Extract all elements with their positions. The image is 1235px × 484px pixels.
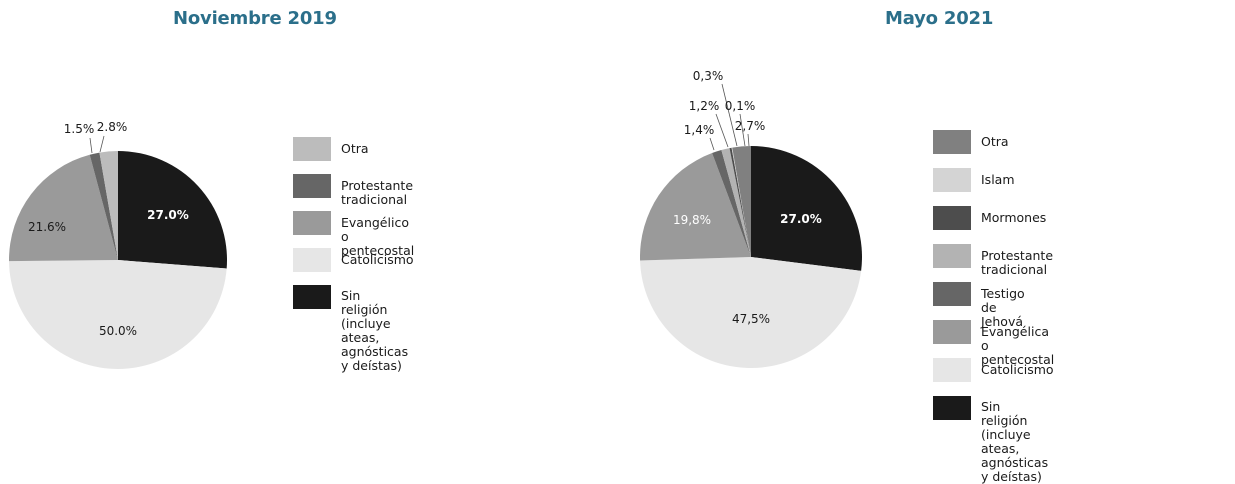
legend-label: Evangélico o pentecostal <box>341 215 415 258</box>
legend-item-protestante-tradicional: Protestante tradicional <box>933 244 1053 277</box>
legend-swatch <box>293 137 331 161</box>
legend-label: Protestante tradicional <box>981 248 1054 277</box>
legend-label: Sin religión (incluye ateas, agnósticas … <box>981 399 1049 484</box>
data-label-catolicismo: 47,5% <box>732 312 770 326</box>
data-label-evangelico-o-pentecostal: 21.6% <box>28 220 66 234</box>
legend-item-evangelico-o-pentecostal: Evangélico o pentecostal <box>293 211 414 258</box>
leader-line-islam <box>739 113 746 147</box>
data-label-testigo-de-jehova: 1,4% <box>684 123 715 137</box>
data-label-islam: 0,1% <box>725 99 756 113</box>
chart-title-noviembre-2019: Noviembre 2019 <box>173 8 337 29</box>
data-label-sin-religion: 27.0% <box>147 208 189 222</box>
legend-label: Islam <box>981 172 1015 187</box>
legend-item-protestante-tradicional: Protestante tradicional <box>293 174 413 207</box>
legend-item-mormones: Mormones <box>933 206 1046 230</box>
legend-swatch <box>933 396 971 420</box>
pie-slice-otra <box>732 146 751 257</box>
data-label-catolicismo: 50.0% <box>99 324 137 338</box>
pie-chart-mayo-2021: 27.0% 47,5% 19,8% 1,4% 1,2% 0,3% 0,1% 2,7% <box>639 69 862 368</box>
pie-slice-evangelico-o-pentecostal <box>9 154 118 262</box>
leader-line-testigo-de-jehova <box>709 137 715 151</box>
legend-label: Testigo de Jehová <box>981 286 1025 329</box>
pie-chart-noviembre-2019: 27.0% 50.0% 21.6% 1.5% 2.8% <box>9 120 228 369</box>
pie-slice-catolicismo <box>640 257 862 368</box>
legend-item-catolicismo: Catolicismo <box>293 248 414 272</box>
data-label-protestante-tradicional: 1,2% <box>689 99 720 113</box>
legend-item-islam: Islam <box>933 168 1015 192</box>
legend-label: Otra <box>341 141 369 156</box>
data-label-otra: 2.8% <box>97 120 128 134</box>
pie-slice-otra <box>99 151 118 260</box>
legend-item-testigo-de-jehova: Testigo de Jehová <box>933 282 1025 329</box>
pie-slice-catolicismo <box>9 260 227 369</box>
pie-slice-mormones <box>729 147 751 257</box>
legend-item-evangelica-o-pentecostal: Evangélica o pentecostal <box>933 320 1054 367</box>
legend-swatch <box>933 358 971 382</box>
pie-slice-sin-religion <box>751 146 862 271</box>
pie-slice-testigo-de-jehova <box>712 150 751 257</box>
pie-slice-protestante-tradicional <box>721 148 751 257</box>
legend-label: Protestante tradicional <box>341 178 414 207</box>
leader-line-protestante-tradicional <box>715 113 729 148</box>
legend-item-otra: Otra <box>933 130 1009 154</box>
legend-label: Catolicismo <box>341 252 414 267</box>
leader-line-mormones <box>721 83 738 147</box>
pie-slice-protestante-tradicional <box>89 152 118 260</box>
data-label-protestante-tradicional: 1.5% <box>64 122 95 136</box>
legend-swatch <box>933 282 971 306</box>
leader-line-otra <box>99 135 105 153</box>
legend-item-catolicismo: Catolicismo <box>933 358 1054 382</box>
legend-item-otra: Otra <box>293 137 369 161</box>
leader-line-protestante-tradicional <box>89 137 93 154</box>
legend-label: Sin religión (incluye ateas, agnósticas … <box>341 288 409 373</box>
legend-item-sin-religion: Sin religión (incluye ateas, agnósticas … <box>293 285 408 373</box>
legend-item-sin-religion: Sin religión (incluye ateas, agnósticas … <box>933 396 1048 484</box>
legend-label: Otra <box>981 134 1009 149</box>
legend-swatch <box>293 285 331 309</box>
chart-title-mayo-2021: Mayo 2021 <box>885 8 994 29</box>
legend-label: Mormones <box>981 210 1047 225</box>
legend-swatch <box>293 174 331 198</box>
leader-line-otra <box>747 133 750 147</box>
legend-label: Catolicismo <box>981 362 1054 377</box>
legend-swatch <box>933 130 971 154</box>
legend-swatch <box>293 211 331 235</box>
data-label-sin-religion: 27.0% <box>780 212 822 226</box>
legend-swatch <box>933 168 971 192</box>
legend-swatch <box>933 206 971 230</box>
pie-slice-evangelica-o-pentecostal <box>639 153 751 261</box>
legend-label: Evangélica o pentecostal <box>981 324 1055 367</box>
data-label-otra: 2,7% <box>735 119 766 133</box>
pie-slice-sin-religion <box>118 151 228 269</box>
data-label-mormones: 0,3% <box>693 69 724 83</box>
pie-slice-islam <box>731 147 751 257</box>
legend-swatch <box>293 248 331 272</box>
data-label-evangelica-o-pentecostal: 19,8% <box>673 213 711 227</box>
legend-swatch <box>933 244 971 268</box>
legend-swatch <box>933 320 971 344</box>
